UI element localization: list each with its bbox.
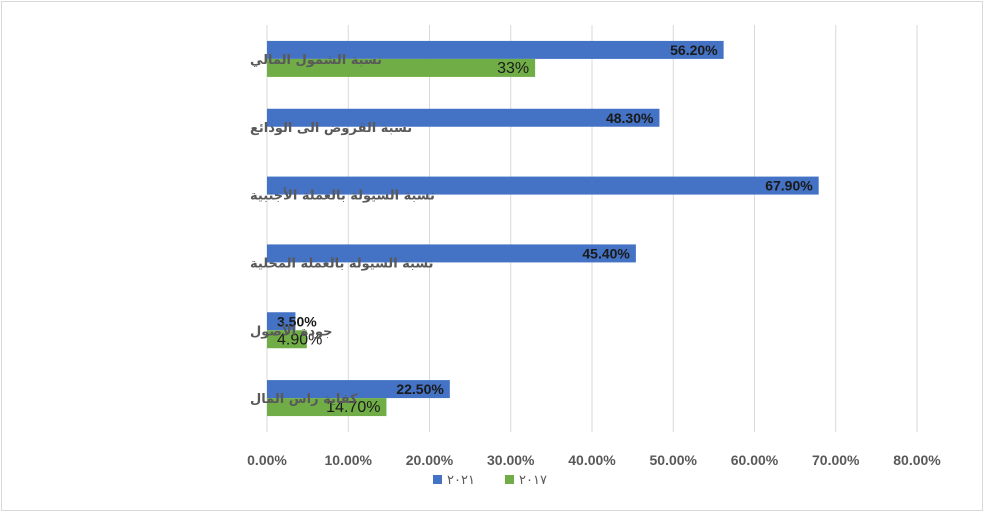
category-label: جودة الأصول: [250, 322, 333, 339]
x-tick-label: 60.00%: [731, 452, 779, 468]
legend-label: ٢٠٢١: [447, 473, 475, 488]
x-tick-labels: 0.00% 10.00% 20.00% 30.00% 40.00% 50.00% 60.00…: [247, 452, 941, 468]
x-tick-label: 30.00%: [487, 452, 535, 468]
legend-swatch: [505, 475, 514, 484]
category-label: كفاية راس المال: [250, 392, 358, 407]
bar: [267, 40, 724, 59]
category-label: نسبة السيولة بالعملة الأجنبية: [250, 187, 435, 204]
bar: [267, 244, 636, 263]
category-label: نسبة القروض الى الودائع: [250, 121, 412, 136]
bar: [267, 312, 296, 331]
data-label: 48.30%: [606, 110, 654, 126]
data-label: 3.50%: [277, 313, 317, 329]
bar: [267, 108, 660, 127]
data-label: 22.50%: [396, 381, 444, 397]
bar: [267, 398, 387, 417]
data-label: 14.70%: [326, 399, 380, 416]
bar: [267, 330, 307, 349]
x-tick-label: 0.00%: [247, 452, 287, 468]
data-label: 67.90%: [765, 178, 813, 194]
x-tick-label: 80.00%: [893, 452, 941, 468]
legend-swatch: [433, 475, 442, 484]
x-tick-label: 70.00%: [812, 452, 860, 468]
bars: 56.20% 33% 48.30% 67.90% 45.40% 3.50% 4.90% 22.…: [267, 40, 819, 417]
legend: ٢٠٢١ ٢٠١٧: [433, 473, 547, 488]
x-tick-label: 40.00%: [568, 452, 616, 468]
bar: [267, 380, 450, 399]
bar: [267, 176, 819, 195]
category-labels: نسبة الشمول المالي نسبة القروض الى الودائ…: [250, 53, 435, 407]
x-tick-label: 50.00%: [650, 452, 698, 468]
gridlines: [266, 25, 918, 432]
data-label: 56.20%: [670, 42, 718, 58]
data-label: 45.40%: [582, 245, 630, 261]
data-label: 4.90%: [277, 331, 322, 348]
data-label: 33%: [497, 60, 529, 77]
bar: [267, 58, 536, 77]
x-tick-label: 20.00%: [406, 452, 454, 468]
category-label: نسبة السيولة بالعملة المحلية: [250, 256, 433, 271]
legend-label: ٢٠١٧: [519, 473, 547, 488]
x-tick-label: 10.00%: [325, 452, 373, 468]
category-label: نسبة الشمول المالي: [250, 53, 382, 68]
